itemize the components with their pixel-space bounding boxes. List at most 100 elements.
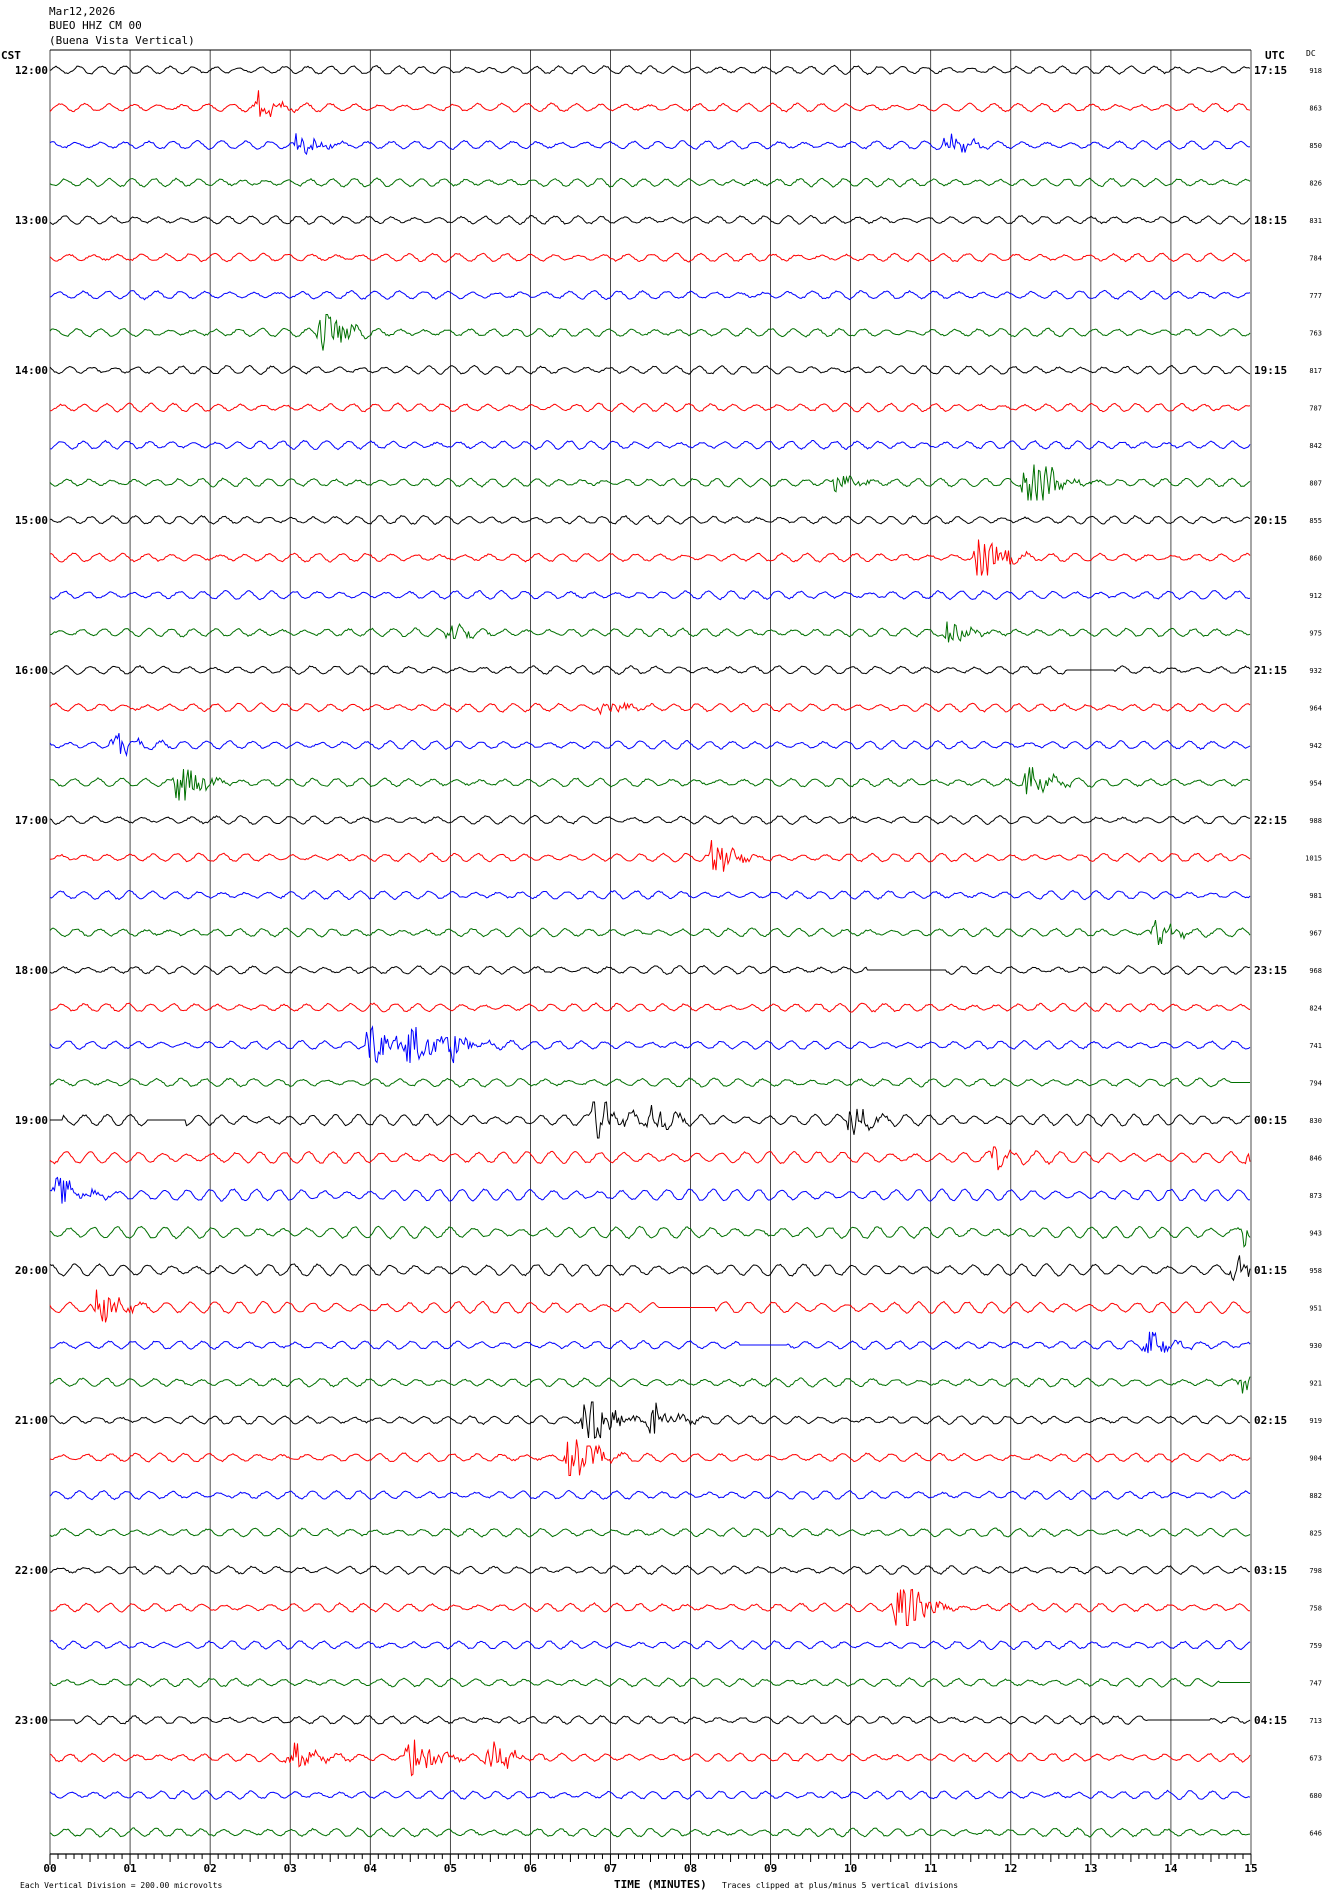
trace-line <box>50 1714 1251 1726</box>
x-tick-label: 07 <box>604 1862 617 1875</box>
trace-line <box>49 621 1251 643</box>
x-tick-label: 10 <box>844 1862 857 1875</box>
header-date: Mar12,2026 <box>49 5 115 18</box>
trace-line <box>49 1176 1251 1204</box>
dc-value-label: 958 <box>1309 1267 1322 1275</box>
utc-hour-label: 22:15 <box>1254 814 1287 827</box>
dc-value-label: 758 <box>1309 1605 1322 1613</box>
trace-line <box>49 1588 1250 1626</box>
dc-value-label: 784 <box>1309 255 1322 263</box>
trace-group <box>49 64 1251 1838</box>
utc-hour-label: 00:15 <box>1254 1114 1287 1127</box>
trace-line <box>49 364 1251 376</box>
trace-line <box>49 664 1251 676</box>
trace-line <box>49 814 1251 826</box>
clip-note: Traces clipped at plus/minus 5 vertical … <box>722 1881 958 1890</box>
utc-hour-label: 02:15 <box>1254 1414 1287 1427</box>
dc-value-label: 826 <box>1309 180 1322 188</box>
dc-value-label: 1015 <box>1305 855 1322 863</box>
dc-value-label: 830 <box>1309 1117 1322 1125</box>
dc-value-label: 873 <box>1309 1192 1322 1200</box>
trace-line <box>49 177 1251 188</box>
dc-value-label: 747 <box>1309 1680 1322 1688</box>
trace-line <box>49 514 1251 526</box>
cst-hour-label: 12:00 <box>15 64 48 77</box>
dc-value-label: 954 <box>1309 780 1322 788</box>
trace-line <box>49 919 1251 945</box>
cst-hour-label: 18:00 <box>15 964 48 977</box>
trace-line <box>49 252 1251 263</box>
dc-value-label: 988 <box>1309 817 1322 825</box>
utc-hour-label: 23:15 <box>1254 964 1287 977</box>
trace-line <box>49 840 1251 872</box>
utc-hour-label: 19:15 <box>1254 364 1287 377</box>
dc-value-label: 921 <box>1309 1380 1322 1388</box>
dc-value-label: 860 <box>1309 555 1322 563</box>
cst-hour-label: 14:00 <box>15 364 48 377</box>
utc-hour-label: 04:15 <box>1254 1714 1287 1727</box>
x-tick-label: 03 <box>284 1862 297 1875</box>
dc-value-label: 850 <box>1309 142 1322 150</box>
utc-hour-label: 20:15 <box>1254 514 1287 527</box>
dc-value-label: 798 <box>1309 1567 1322 1575</box>
trace-line <box>49 767 1251 801</box>
trace-line <box>49 1331 1251 1354</box>
dc-value-label: 842 <box>1309 442 1322 450</box>
dc-value-label: 807 <box>1309 480 1322 488</box>
division-note: Each Vertical Division = 200.00 microvol… <box>20 1881 222 1890</box>
right-zone-label: UTC <box>1265 49 1285 62</box>
trace-line <box>49 1489 1251 1501</box>
trace-line <box>49 214 1251 226</box>
dc-value-label: 882 <box>1309 1492 1322 1500</box>
utc-hour-label: 21:15 <box>1254 664 1287 677</box>
x-tick-label: 11 <box>924 1862 938 1875</box>
cst-hour-label: 16:00 <box>15 664 48 677</box>
dc-value-label: 943 <box>1309 1230 1322 1238</box>
dc-value-label: 846 <box>1309 1155 1322 1163</box>
x-tick-label: 14 <box>1164 1862 1178 1875</box>
trace-line <box>49 1789 1251 1800</box>
dc-value-label: 794 <box>1309 1080 1322 1088</box>
dc-value-label: 932 <box>1309 667 1322 675</box>
cst-hour-label: 21:00 <box>15 1414 48 1427</box>
trace-line <box>50 1101 1251 1139</box>
cst-hour-label: 19:00 <box>15 1114 48 1127</box>
dc-value-label: 919 <box>1309 1417 1322 1425</box>
x-tick-label: 08 <box>684 1862 697 1875</box>
trace-line <box>49 402 1251 413</box>
dc-value-label: 763 <box>1309 330 1322 338</box>
trace-line <box>49 464 1251 501</box>
dc-value-label: 680 <box>1309 1792 1322 1800</box>
trace-line <box>50 439 1251 451</box>
dc-value-label: 967 <box>1309 930 1322 938</box>
x-tick-label: 09 <box>764 1862 777 1875</box>
trace-line <box>49 1077 1250 1088</box>
dc-value-label: 951 <box>1309 1305 1322 1313</box>
trace-line <box>49 964 1251 976</box>
utc-hour-label: 03:15 <box>1254 1564 1287 1577</box>
trace-line <box>49 589 1251 601</box>
x-tick-label: 00 <box>43 1862 56 1875</box>
plot-grid <box>49 49 1252 1865</box>
dc-value-label: 912 <box>1309 592 1322 600</box>
dc-value-label: 817 <box>1309 367 1322 375</box>
trace-line <box>49 1827 1251 1838</box>
dc-value-label: 904 <box>1309 1455 1322 1463</box>
utc-hour-label: 01:15 <box>1254 1264 1287 1277</box>
trace-line <box>49 314 1251 351</box>
utc-hour-label: 17:15 <box>1254 64 1287 77</box>
x-tick-label: 15 <box>1244 1862 1257 1875</box>
dc-value-label: 942 <box>1309 742 1322 750</box>
dc-value-label: 918 <box>1309 67 1322 75</box>
trace-line <box>49 1401 1251 1439</box>
cst-hour-label: 22:00 <box>15 1564 48 1577</box>
trace-line <box>49 539 1251 576</box>
dc-value-label: 777 <box>1309 292 1322 300</box>
dc-value-label: 855 <box>1309 517 1322 525</box>
trace-line <box>49 289 1251 301</box>
dc-label: DC <box>1306 49 1316 58</box>
trace-line <box>49 1677 1250 1688</box>
trace-line <box>49 889 1251 901</box>
cst-hour-label: 15:00 <box>15 514 48 527</box>
